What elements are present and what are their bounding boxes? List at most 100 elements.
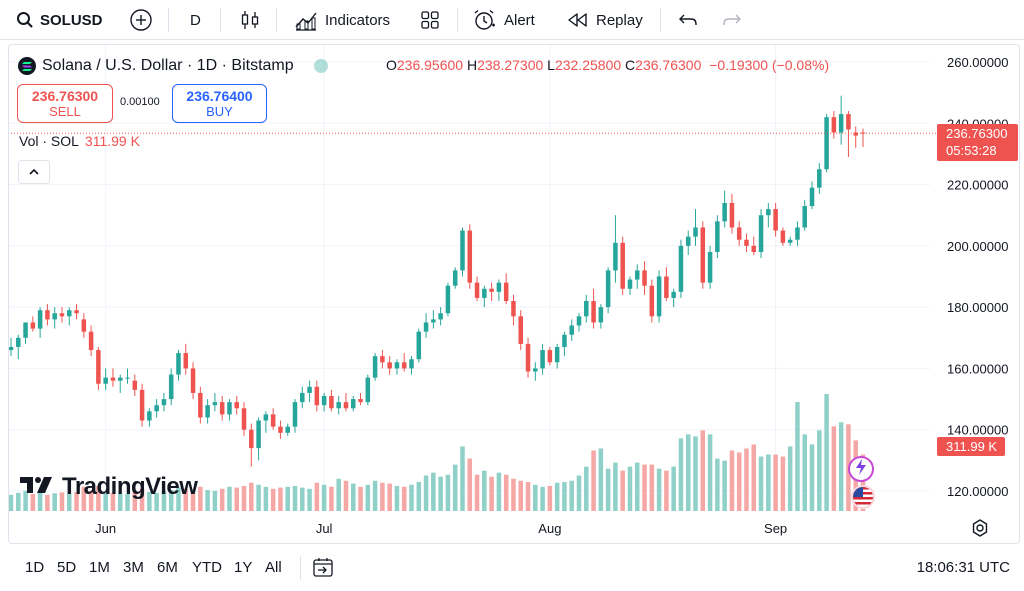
indicators-button[interactable]: Indicators [294, 0, 390, 40]
plus-circle-icon [129, 8, 153, 32]
volume-bar [249, 482, 254, 511]
volume-bar [176, 487, 181, 511]
candle-body [409, 359, 414, 369]
top-toolbar: SOLUSD D Indicators Alert Replay [0, 0, 1024, 40]
candle-body [314, 386, 320, 406]
last-price-value: 236.76300 [946, 126, 1008, 141]
volume-bar [474, 474, 480, 511]
candle-body [700, 227, 706, 283]
volume-bar [736, 452, 742, 511]
interval-button[interactable]: D [190, 0, 201, 40]
go-to-date-button[interactable] [312, 556, 334, 583]
candle-body [147, 411, 152, 421]
volume-bar [809, 444, 815, 511]
volume-bar [125, 494, 130, 511]
symbol-label: SOLUSD [40, 11, 103, 29]
lightning-badge-button[interactable] [848, 456, 874, 482]
candle-body [372, 356, 378, 378]
undo-button[interactable] [678, 0, 698, 40]
last-price-tag: 236.76300 05:53:28 [937, 124, 1018, 161]
time-axis: Jun Jul Aug Sep [95, 521, 787, 536]
tradingview-logo[interactable]: TradingView [20, 472, 198, 502]
range-button-1m[interactable]: 1M [89, 559, 110, 576]
chart-settings-button[interactable] [970, 518, 990, 538]
volume-bar [642, 464, 647, 511]
candle-body [234, 402, 240, 409]
lightning-icon [854, 458, 868, 480]
range-button-5d[interactable]: 5D [57, 559, 77, 576]
symbol-search-button[interactable]: SOLUSD [16, 0, 103, 40]
candle-body [736, 227, 742, 240]
volume-bar [23, 490, 28, 511]
candle-body [219, 402, 225, 415]
range-button-1d[interactable]: 1D [25, 559, 45, 576]
candle-body [45, 310, 50, 320]
candle-body [183, 353, 189, 369]
replay-button[interactable]: Replay [567, 0, 643, 40]
time-tick-label: Sep [764, 521, 787, 536]
alert-button[interactable]: Alert [472, 0, 535, 40]
range-button-6m[interactable]: 6M [157, 559, 178, 576]
volume-bar [613, 462, 618, 511]
sell-button[interactable]: 236.76300 SELL [17, 84, 113, 123]
economic-events-button[interactable] [851, 485, 875, 509]
volume-bar [598, 448, 604, 511]
volume-bar [154, 492, 159, 511]
volume-bar [634, 462, 640, 511]
candle-body [547, 350, 553, 363]
volume-bar [671, 466, 676, 511]
volume-bar [584, 466, 589, 511]
symbol-title: Solana / U.S. Dollar · 1D · Bitstamp [42, 57, 294, 74]
toolbar-divider [660, 8, 661, 32]
candle-body [81, 319, 87, 332]
candle-body [96, 350, 101, 384]
utc-clock[interactable]: 18:06:31 UTC [916, 559, 1010, 576]
volume-bar [45, 494, 50, 511]
volume-bar [780, 456, 786, 511]
candle-body [300, 392, 305, 403]
range-button-ytd[interactable]: YTD [192, 559, 222, 576]
candle-body [795, 227, 800, 240]
price-tick-label: 160.00000 [947, 361, 1008, 376]
market-open-indicator-icon[interactable] [313, 59, 328, 73]
toolbar-divider [220, 8, 221, 32]
candle-body [824, 117, 829, 170]
range-button-all[interactable]: All [265, 559, 282, 576]
volume-bar [270, 488, 276, 511]
volume-bar [693, 436, 698, 511]
candlestick-series [8, 95, 866, 467]
volume-legend: Vol · SOL 311.99 K [19, 133, 140, 149]
candle-body [584, 301, 589, 317]
volume-bar [110, 492, 116, 511]
volume-value: 311.99 K [84, 133, 140, 149]
volume-bar [256, 484, 261, 511]
candle-body [613, 242, 618, 271]
volume-bar [554, 482, 560, 511]
range-button-3m[interactable]: 3M [123, 559, 144, 576]
redo-button[interactable] [722, 0, 742, 40]
compare-button[interactable] [129, 0, 153, 40]
price-tick-label: 260.00000 [947, 55, 1008, 70]
time-tick-label: Jun [95, 521, 116, 536]
sell-label: SELL [49, 103, 81, 119]
volume-bar [707, 434, 713, 511]
candle-body [598, 307, 604, 323]
volume-bar [547, 485, 553, 511]
candle-body [780, 230, 786, 243]
chart-type-button[interactable] [240, 0, 260, 40]
volume-bar [205, 490, 210, 511]
volume-bar [183, 488, 189, 511]
range-button-1y[interactable]: 1Y [234, 559, 253, 576]
collapse-legend-button[interactable] [18, 160, 50, 184]
candle-body [278, 426, 283, 433]
layouts-button[interactable] [420, 0, 440, 40]
volume-bar [219, 488, 225, 511]
candle-body [16, 337, 21, 347]
volume-bar [292, 485, 298, 511]
volume-bar [685, 434, 691, 511]
candle-body [482, 288, 487, 298]
volume-bar [66, 493, 72, 511]
buy-button[interactable]: 236.76400 BUY [172, 84, 267, 123]
candle-body [802, 206, 808, 228]
